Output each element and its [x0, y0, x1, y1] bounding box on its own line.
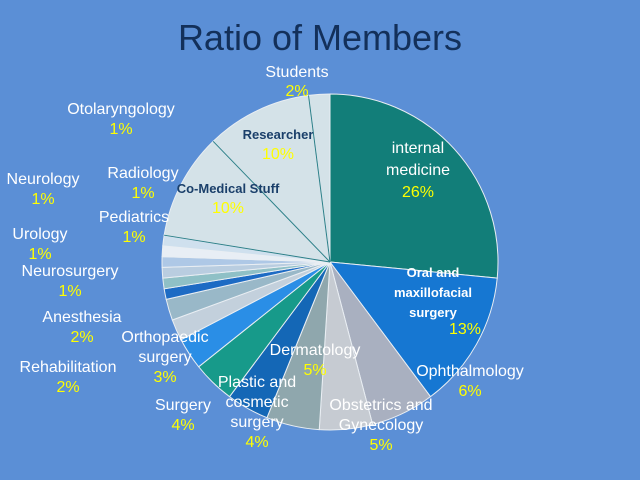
slice-value-label: 5%: [303, 362, 326, 379]
slice-value-label: 13%: [449, 321, 481, 338]
slice-label-text: surgery: [138, 349, 191, 366]
slice-value-label: 1%: [131, 185, 154, 202]
slice-label-text: Obstetrics and: [329, 397, 432, 414]
slice-label-text: Rehabilitation: [20, 359, 117, 376]
pie-slice-internal-medicine: [329, 93, 499, 279]
slice-value-label: 1%: [31, 191, 54, 208]
slice-label-radiology: Radiology 1%: [107, 165, 178, 202]
slice-label-comedical: Co-Medical Stuff 10%: [177, 181, 280, 217]
slice-label-text: medicine: [386, 162, 450, 179]
slice-label-text: surgery: [409, 305, 457, 320]
slice-label-dermatology: Dermatology 5%: [270, 342, 361, 379]
slice-dividers: [164, 95, 331, 263]
slice-value-label: 6%: [458, 383, 481, 400]
slice-value-label: 2%: [285, 83, 308, 100]
pie-slice-co-medical-stuff: [163, 140, 332, 263]
slice-label-rehabilitation: Rehabilitation 2%: [20, 359, 117, 396]
slice-label-researcher: Researcher 10%: [243, 127, 314, 163]
slice-label-text: Neurology: [7, 171, 80, 188]
slice-value-label: 26%: [402, 184, 434, 201]
slice-label-text: surgery: [230, 414, 283, 431]
slice-value-label: 3%: [153, 369, 176, 386]
slice-label-text: Pediatrics: [99, 209, 169, 226]
slice-label-surgery: Surgery 4%: [155, 397, 211, 434]
slice-labels: internal medicine 26% Oral and maxillofacial…: [7, 64, 524, 454]
slice-label-internal-medicine: internal medicine 26%: [386, 140, 450, 201]
slice-label-pediatrics: Pediatrics 1%: [99, 209, 169, 246]
slice-value-label: 1%: [109, 121, 132, 138]
slice-value-label: 5%: [369, 437, 392, 454]
slice-label-text: Oral and: [407, 265, 460, 280]
slice-label-text: Radiology: [107, 165, 178, 182]
slice-label-anesthesia: Anesthesia 2%: [42, 309, 121, 346]
slice-label-text: Researcher: [243, 127, 314, 142]
slice-value-label: 10%: [262, 146, 294, 163]
slice-label-text: Neurosurgery: [22, 263, 119, 280]
chart-title: Ratio of Members: [178, 17, 462, 58]
slice-label-students: Students 2%: [265, 64, 328, 100]
slice-value-label: 1%: [58, 283, 81, 300]
pie-slices: [161, 93, 499, 431]
slice-value-label: 1%: [28, 246, 51, 263]
slice-divider: [164, 234, 331, 263]
slice-divider: [308, 95, 331, 263]
slice-label-text: Students: [265, 64, 328, 81]
slice-label-neurosurgery: Neurosurgery 1%: [22, 263, 119, 300]
slice-label-plastic: Plastic and cosmetic surgery 4%: [218, 374, 296, 451]
slice-label-text: Plastic and: [218, 374, 296, 391]
slice-label-urology: Urology 1%: [12, 226, 67, 263]
slice-value-label: 1%: [122, 229, 145, 246]
slice-value-label: 4%: [171, 417, 194, 434]
slice-label-text: Ophthalmology: [416, 363, 524, 380]
slice-value-label: 2%: [56, 379, 79, 396]
slice-divider: [212, 140, 331, 263]
slice-value-label: 10%: [212, 200, 244, 217]
slice-label-text: cosmetic: [225, 394, 288, 411]
slice-value-label: 2%: [70, 329, 93, 346]
slice-label-text: Otolaryngology: [67, 101, 175, 118]
slice-label-neurology: Neurology 1%: [7, 171, 80, 208]
slice-label-text: maxillofacial: [394, 285, 472, 300]
slice-label-text: Surgery: [155, 397, 211, 414]
pie-slice-oral-and-maxillofacial-surgery: [328, 261, 498, 398]
slice-value-label: 4%: [245, 434, 268, 451]
slice-label-text: Anesthesia: [42, 309, 121, 326]
slice-label-otolaryngology: Otolaryngology 1%: [67, 101, 175, 138]
slice-label-text: internal: [392, 140, 444, 157]
slice-label-text: Dermatology: [270, 342, 361, 359]
slice-label-obstetrics: Obstetrics and Gynecology 5%: [329, 397, 432, 454]
slice-label-text: Orthopaedic: [121, 329, 208, 346]
slice-label-orthopaedic: Orthopaedic surgery 3%: [121, 329, 208, 386]
pie-slice-researcher: [212, 94, 331, 264]
slice-label-text: Urology: [12, 226, 67, 243]
slice-label-text: Co-Medical Stuff: [177, 181, 280, 196]
slice-label-text: Gynecology: [339, 417, 424, 434]
slice-label-ophthalmology: Ophthalmology 6%: [416, 363, 524, 400]
